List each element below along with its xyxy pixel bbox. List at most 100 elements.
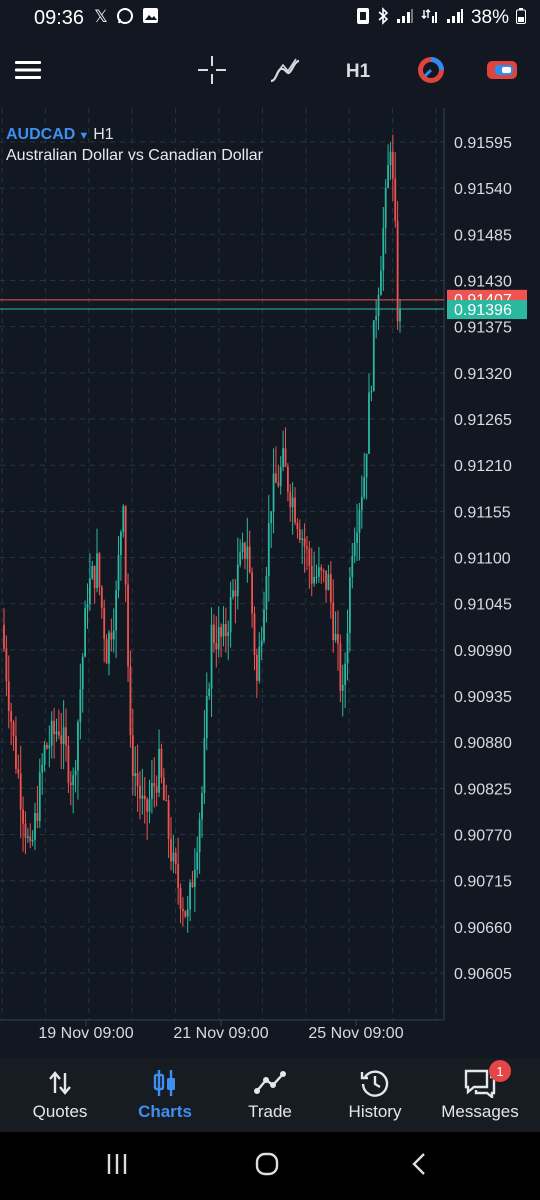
candle-body: [41, 764, 44, 773]
candle-body: [375, 316, 378, 321]
candle-body: [353, 542, 356, 557]
messages-chat-icon: 1: [463, 1060, 511, 1098]
data-signal-icon: [421, 8, 439, 28]
candle-body: [315, 576, 318, 578]
candle-body: [26, 836, 29, 838]
menu-button[interactable]: [6, 50, 50, 94]
messages-badge: 1: [489, 1060, 511, 1082]
x-axis-tick-label: 21 Nov 09:00: [173, 1025, 268, 1042]
y-axis-tick-label: 0.91595: [454, 135, 512, 152]
candle-body: [265, 575, 268, 610]
back-icon: [411, 1152, 427, 1181]
candle-body: [19, 773, 22, 810]
candle-body: [174, 852, 177, 865]
color-scheme-button[interactable]: [409, 50, 453, 94]
candle-body: [387, 165, 389, 188]
candle-body: [36, 813, 39, 822]
y-axis-tick-label: 0.91375: [454, 320, 512, 337]
battery-icon: [516, 8, 526, 28]
timeframe-button[interactable]: H1: [336, 50, 380, 94]
chart-area[interactable]: 0.91595 0.91540 0.91485 0.91430 0.91375 0.913…: [0, 108, 540, 1058]
candle-body: [286, 466, 289, 492]
candle-body: [322, 570, 325, 572]
candle-body: [215, 643, 218, 650]
candle-body: [351, 556, 354, 578]
candle-body: [7, 681, 10, 712]
nav-messages[interactable]: 1 Messages: [425, 1058, 535, 1132]
back-button[interactable]: [389, 1146, 449, 1186]
candle-body: [210, 624, 213, 689]
nav-quotes[interactable]: Quotes: [0, 1058, 120, 1132]
candle-body: [239, 552, 242, 565]
candle-body: [363, 477, 366, 497]
indicators-button[interactable]: [263, 50, 307, 94]
candle-body: [65, 727, 67, 746]
candle-body: [186, 909, 189, 917]
candle-body: [74, 770, 77, 776]
candle-body: [260, 640, 263, 647]
candle-body: [251, 572, 253, 614]
chart-toolbar: H1: [0, 36, 540, 108]
nav-history[interactable]: History: [320, 1058, 430, 1132]
candle-body: [344, 663, 347, 685]
candle-body: [22, 809, 24, 824]
nav-charts[interactable]: Charts: [110, 1058, 220, 1132]
candle-body: [329, 574, 332, 603]
symbol-header[interactable]: AUDCAD ▼ H1: [6, 126, 114, 144]
symbol-dropdown-icon[interactable]: ▼: [78, 130, 90, 142]
y-axis-tick-label: 0.90990: [454, 643, 512, 660]
candle-body: [358, 509, 361, 533]
candle-body: [291, 497, 294, 508]
y-axis-tick-label: 0.90605: [454, 966, 512, 983]
one-click-trade-button[interactable]: [480, 50, 524, 94]
nav-trade[interactable]: Trade: [215, 1058, 325, 1132]
candle-body: [81, 656, 84, 690]
nav-label-trade: Trade: [248, 1102, 292, 1121]
recent-apps-button[interactable]: [87, 1146, 147, 1186]
status-system-icons: 38%: [356, 7, 526, 29]
y-axis-tick-label: 0.91210: [454, 458, 512, 475]
candle-body: [244, 542, 246, 559]
candle-body: [127, 584, 129, 667]
signal-icon-2: [446, 8, 464, 28]
candle-body: [227, 632, 230, 636]
y-axis-tick-label: 0.90770: [454, 828, 512, 845]
symbol-name[interactable]: AUDCAD: [6, 126, 76, 143]
bottom-navigation: Quotes Charts Trade History 1 Messages: [0, 1058, 540, 1132]
indicators-icon: [269, 55, 301, 90]
candle-body: [93, 566, 96, 589]
candle-body: [5, 648, 8, 682]
whatsapp-icon: [116, 7, 134, 30]
y-axis-tick-label: 0.90935: [454, 689, 512, 706]
candle-body: [298, 529, 301, 540]
candle-body: [365, 453, 368, 478]
candle-body: [356, 532, 358, 543]
candle-body: [29, 836, 32, 842]
candle-body: [129, 666, 132, 736]
crosshair-button[interactable]: [190, 50, 234, 94]
candle-body: [177, 864, 180, 889]
candle-body: [155, 786, 158, 793]
candle-body: [310, 565, 313, 584]
candle-body: [360, 496, 363, 510]
candle-body: [146, 799, 149, 812]
candle-body: [277, 482, 280, 486]
x-icon: 𝕏: [94, 6, 108, 26]
candle-body: [117, 554, 120, 591]
candlestick-chart[interactable]: 0.915950.915400.914850.914300.913750.913…: [0, 108, 540, 1058]
y-axis-tick-label: 0.91430: [454, 274, 512, 291]
home-button[interactable]: [237, 1146, 297, 1186]
candle-body: [55, 731, 58, 734]
candle-body: [3, 624, 5, 649]
candle-body: [158, 748, 160, 793]
candle-body: [86, 604, 89, 609]
candle-body: [151, 783, 153, 799]
candle-body: [229, 597, 232, 633]
color-scheme-icon: [416, 55, 446, 90]
candle-body: [391, 151, 394, 179]
candle-body: [110, 632, 113, 640]
candle-body: [203, 738, 206, 793]
recent-apps-icon: [105, 1153, 129, 1180]
candle-body: [46, 744, 48, 749]
one-click-trade-icon: [486, 58, 518, 87]
